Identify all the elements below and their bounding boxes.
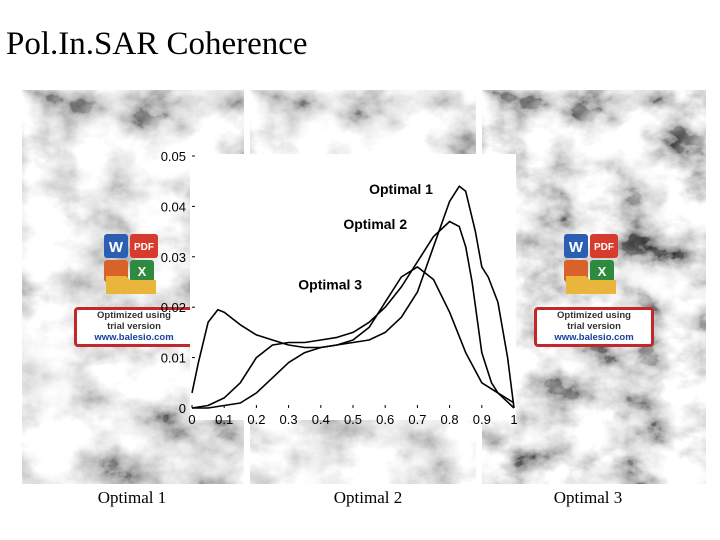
x-tick-label: 0 [188, 412, 195, 427]
y-tick-label: 0 [179, 401, 186, 416]
series-line-3 [191, 266, 515, 404]
x-tick-label: 0.3 [280, 412, 298, 427]
x-tick-label: 0.2 [247, 412, 265, 427]
x-tick-label: 0.7 [408, 412, 426, 427]
series-label-1: Optimal 1 [369, 181, 433, 197]
watermark-badge-left: Optimized using trial version www.balesi… [74, 307, 194, 347]
x-tick-label: 0.4 [312, 412, 330, 427]
x-tick-label: 0.8 [441, 412, 459, 427]
x-tick-label: 0.9 [473, 412, 491, 427]
coherence-histogram-chart: 0 0.1 0.2 0.3 0.4 0.5 0.6 0.7 0.8 0.9 1 0 0.01 0.02 0.… [161, 149, 518, 427]
y-tick-label: 0.03 [161, 250, 186, 265]
watermark-badge-right: Optimized using trial version www.balesi… [534, 307, 654, 347]
word-icon [104, 234, 128, 258]
caption-optimal-3: Optimal 3 [553, 488, 623, 507]
svg-text:PDF: PDF [594, 242, 614, 253]
svg-text:X: X [138, 264, 147, 279]
x-tick-label: 0.6 [376, 412, 394, 427]
pdf-icon [130, 234, 158, 258]
watermark-line-3: www.balesio.com [554, 332, 634, 343]
folder-icon [106, 276, 156, 294]
x-tick-label: 0.1 [215, 412, 233, 427]
excel-icon [130, 260, 154, 282]
watermark-line-1: Optimized using [557, 310, 631, 321]
caption-optimal-2: Optimal 2 [333, 488, 403, 507]
page-title: Pol.In.SAR Coherence [6, 26, 308, 62]
watermark-line-1: Optimized using [97, 310, 171, 321]
x-tick-label: 1 [510, 412, 517, 427]
watermark-line-3: www.balesio.com [94, 332, 174, 343]
svg-text:W: W [569, 239, 584, 256]
y-tick-label: 0.01 [161, 351, 186, 366]
office-icons-cluster: W PDF X [104, 234, 158, 294]
x-tick-label: 0.5 [344, 412, 362, 427]
svg-text:X: X [598, 264, 607, 279]
series-line-1 [192, 185, 515, 409]
y-tick-label: 0.05 [161, 149, 186, 164]
y-tick-label: 0.04 [161, 199, 186, 214]
office-icons-cluster-right: W PDF X [564, 234, 618, 294]
series-label-3: Optimal 3 [298, 277, 362, 293]
watermark-line-2: trial version [567, 321, 621, 332]
caption-optimal-1: Optimal 1 [97, 488, 167, 507]
y-tick-label: 0.02 [161, 300, 186, 315]
series-label-2: Optimal 2 [343, 216, 407, 232]
svg-text:PDF: PDF [134, 242, 154, 253]
watermark-line-2: trial version [107, 321, 161, 332]
svg-text:W: W [109, 239, 124, 256]
